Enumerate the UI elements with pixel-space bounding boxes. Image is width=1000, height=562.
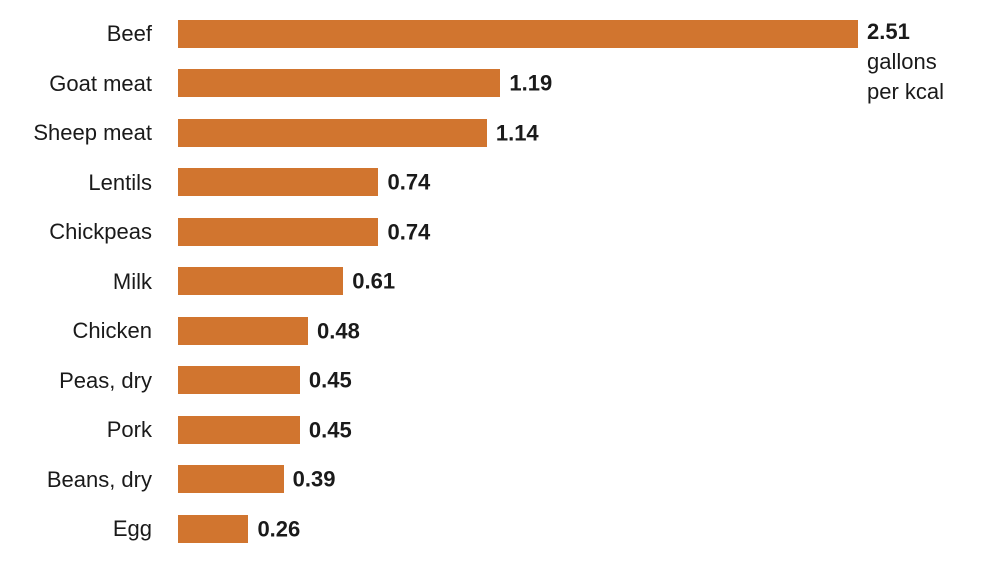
bar [178, 118, 487, 147]
bar-value: 1.19 [509, 70, 553, 96]
bar-area: 0.45 [178, 415, 1000, 444]
bar-area: 0.74 [178, 217, 1000, 246]
value-label: 0.26 [257, 516, 300, 541]
bar [178, 69, 501, 98]
bar [178, 267, 344, 296]
bar-area: 0.45 [178, 366, 1000, 395]
value-label: 1.19 [509, 71, 552, 96]
bar [178, 316, 309, 345]
value-label: 0.39 [293, 467, 336, 492]
bar [178, 217, 379, 246]
category-label: Beef [106, 21, 152, 47]
bar-value: 0.74 [387, 219, 431, 245]
value-label: 1.14 [496, 120, 539, 145]
bar [178, 465, 284, 494]
category-label: Chickpeas [49, 219, 152, 245]
bar-area: 2.51 gallons per kcal [178, 19, 1000, 104]
value-label: 0.45 [309, 417, 352, 442]
bar-value: 0.61 [352, 268, 396, 294]
bar-area: 0.61 [178, 267, 1000, 296]
bar-area: 0.39 [178, 465, 1000, 494]
category-label: Sheep meat [33, 120, 152, 146]
bar-value: 0.48 [317, 318, 360, 344]
bar-row: Milk 0.61 [0, 257, 1000, 307]
bar-value: 0.45 [308, 367, 352, 393]
category-label: Pork [106, 417, 152, 443]
bar-row: Beef 2.51 gallons per kcal [0, 9, 1000, 104]
bar [178, 514, 249, 543]
category-label: Lentils [88, 169, 152, 195]
unit-annotation-line: gallons [867, 48, 937, 74]
unit-annotation-line: per kcal [867, 78, 945, 104]
bar [178, 415, 300, 444]
value-label: 2.51 gallons per kcal [867, 17, 944, 107]
bar-value: 0.26 [257, 516, 301, 542]
bar-value: 2.51 [867, 18, 910, 44]
bar-row: Chicken 0.48 [0, 306, 1000, 356]
bar-row: Egg 0.26 [0, 504, 1000, 554]
value-label: 0.61 [352, 269, 395, 294]
bar-area: 0.26 [178, 514, 1000, 543]
category-label: Goat meat [49, 70, 152, 96]
bar-row: Sheep meat 1.14 [0, 108, 1000, 158]
bar-row: Lentils 0.74 [0, 158, 1000, 208]
category-label: Peas, dry [59, 367, 152, 393]
bar-row: Peas, dry 0.45 [0, 356, 1000, 406]
bar-row: Chickpeas 0.74 [0, 207, 1000, 257]
bar [178, 19, 858, 48]
category-label: Egg [112, 516, 152, 542]
bar-area: 0.74 [178, 168, 1000, 197]
bar [178, 366, 300, 395]
bar [178, 168, 379, 197]
bar-row: Beans, dry 0.39 [0, 455, 1000, 505]
bar-area: 1.14 [178, 118, 1000, 147]
bar-value: 0.45 [308, 417, 352, 443]
bar-value: 0.74 [387, 169, 431, 195]
value-label: 0.74 [387, 170, 430, 195]
bar-value: 0.39 [292, 466, 336, 492]
bar-row: Goat meat 1.19 [0, 59, 1000, 109]
value-label: 0.74 [387, 219, 430, 244]
value-label: 0.48 [317, 318, 360, 343]
bar-area: 0.48 [178, 316, 1000, 345]
bar-area: 1.19 [178, 69, 1000, 98]
bar-row: Pork 0.45 [0, 405, 1000, 455]
category-label: Chicken [72, 318, 152, 344]
category-label: Beans, dry [46, 466, 152, 492]
category-label: Milk [112, 268, 152, 294]
value-label: 0.45 [309, 368, 352, 393]
bar-value: 1.14 [495, 120, 539, 146]
